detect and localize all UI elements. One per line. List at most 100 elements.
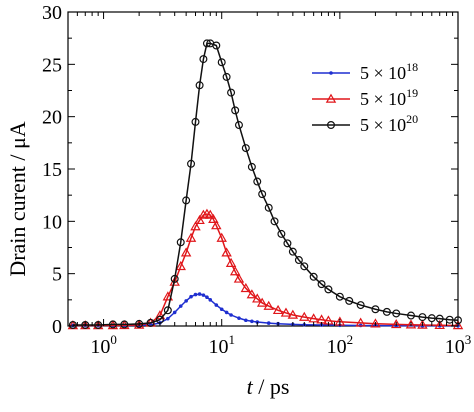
data-point — [68, 320, 77, 329]
data-point — [219, 307, 224, 312]
data-point — [250, 319, 254, 324]
data-point — [324, 285, 333, 294]
data-point — [176, 238, 185, 247]
data-point — [288, 247, 297, 256]
data-point — [166, 316, 170, 321]
data-point — [258, 190, 267, 199]
data-point — [205, 209, 216, 219]
legend-label-exponent: 19 — [406, 86, 418, 100]
data-point — [308, 313, 319, 323]
plot-border — [67, 11, 459, 327]
x-tick-exponent: 2 — [347, 332, 354, 347]
data-point — [199, 55, 208, 64]
x-axis: 100 101 102 103 — [67, 12, 472, 358]
data-point — [120, 320, 129, 329]
x-tick-label: 102 — [327, 332, 354, 358]
data-point — [208, 298, 213, 302]
data-point — [201, 293, 206, 297]
data-point — [178, 304, 183, 308]
data-point — [217, 58, 226, 67]
data-point — [194, 214, 205, 225]
data-point — [452, 320, 464, 330]
data-point — [277, 229, 286, 238]
legend-label: 5 × 1018 — [360, 60, 418, 83]
y-tick-label: 30 — [42, 2, 62, 24]
legend-label-exponent: 18 — [406, 60, 418, 74]
data-point — [81, 320, 90, 329]
x-tick-base: 10 — [327, 336, 347, 358]
data-point — [434, 319, 445, 330]
data-point — [175, 260, 186, 271]
data-point — [182, 196, 191, 205]
data-point — [170, 274, 179, 283]
data-point — [195, 81, 204, 90]
y-tick-label: 25 — [42, 54, 62, 76]
data-point — [222, 72, 231, 81]
x-tick-exponent: 1 — [228, 332, 235, 347]
data-point — [180, 247, 192, 257]
legend-label-base: 5 × 10 — [360, 115, 406, 135]
y-axis: 0 5 10 15 20 25 30 — [42, 2, 458, 338]
legend-label-base: 5 × 10 — [360, 89, 406, 109]
series-18 — [71, 292, 460, 328]
data-point — [227, 88, 236, 97]
legend-swatch-marker — [327, 120, 336, 129]
data-point — [299, 311, 310, 321]
data-point — [335, 292, 344, 301]
x-tick-base: 10 — [208, 336, 228, 358]
data-point — [212, 41, 221, 50]
data-point — [264, 203, 273, 212]
data-point — [108, 320, 117, 329]
y-tick-label: 0 — [52, 316, 62, 338]
data-point — [355, 317, 366, 327]
data-point — [187, 159, 196, 168]
data-point — [287, 309, 299, 319]
data-point — [224, 310, 229, 315]
x-tick-exponent: 0 — [110, 332, 117, 347]
data-point — [283, 239, 292, 248]
data-point — [233, 273, 245, 283]
data-point — [272, 304, 284, 315]
x-axis-title-unit: ps — [270, 374, 290, 399]
data-point — [390, 319, 402, 329]
series-line — [72, 293, 459, 327]
data-point — [229, 313, 233, 317]
y-tick-label: 20 — [42, 107, 62, 129]
data-point — [221, 247, 232, 257]
data-point — [146, 318, 155, 327]
data-point — [345, 296, 354, 305]
data-point — [253, 177, 262, 186]
data-point — [445, 315, 454, 324]
x-axis-title-separator: / — [253, 374, 270, 399]
data-point — [197, 292, 202, 296]
data-point — [241, 144, 250, 153]
y-axis-title: Drain curent / μA — [5, 121, 30, 276]
data-point — [231, 106, 240, 115]
data-point — [193, 292, 198, 297]
data-point — [266, 321, 271, 325]
data-point — [392, 309, 401, 318]
data-point — [270, 217, 279, 226]
data-point — [247, 162, 256, 171]
data-point — [205, 295, 209, 300]
data-point — [280, 307, 292, 317]
data-point — [191, 117, 200, 126]
x-tick-exponent: 3 — [465, 332, 472, 347]
data-point — [211, 220, 222, 230]
x-tick-label: 101 — [208, 332, 235, 358]
data-point — [234, 121, 243, 130]
data-point — [427, 314, 436, 323]
data-point — [240, 282, 252, 293]
legend-swatch-marker — [329, 71, 333, 75]
legend-item: 5 × 1018 — [312, 60, 418, 83]
y-tick-label: 10 — [42, 211, 62, 233]
x-axis-title-variable: t — [247, 374, 254, 399]
data-point — [229, 266, 241, 276]
data-point — [198, 209, 209, 219]
data-point — [370, 318, 381, 328]
data-point — [190, 221, 201, 231]
data-point — [263, 300, 274, 310]
legend-label: 5 × 1019 — [360, 86, 418, 109]
